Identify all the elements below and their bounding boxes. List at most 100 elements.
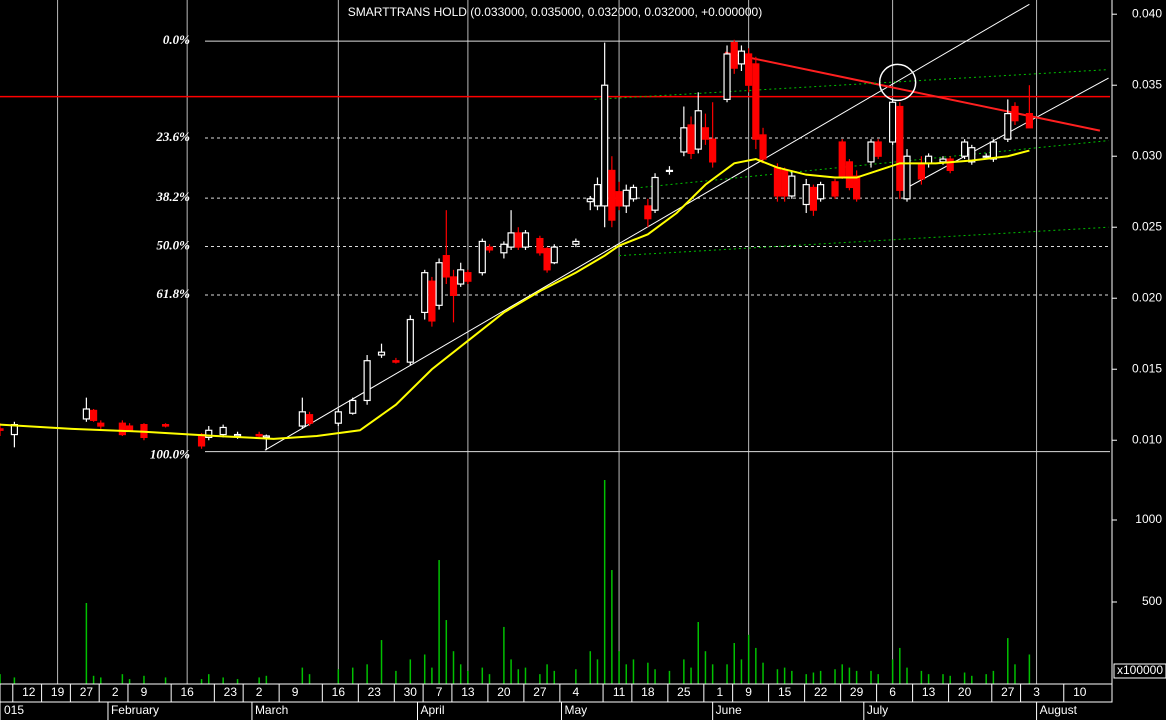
x-tick-label: 2 (256, 685, 263, 699)
candle-body (305, 414, 314, 424)
candle-body (550, 246, 558, 264)
candle-body (644, 205, 652, 220)
candle-body (428, 280, 436, 322)
candle-body (665, 169, 674, 173)
candle-body (867, 141, 875, 163)
candle-body (349, 399, 357, 414)
candle-body (730, 42, 738, 69)
candle-body (651, 176, 659, 211)
candle-body (917, 162, 926, 180)
candle-body (629, 186, 638, 200)
candle-body (521, 232, 530, 248)
candle-body (543, 247, 551, 271)
candle-body (687, 124, 695, 154)
x-tick-label: 23 (368, 685, 382, 699)
candle-body (817, 184, 825, 200)
x-tick-label: 2 (112, 685, 119, 699)
candle-body (960, 141, 969, 157)
candle-body (161, 424, 170, 427)
candle-body (1011, 105, 1019, 122)
candle-body (421, 272, 429, 314)
candle-body (118, 422, 126, 436)
candle-body (97, 422, 105, 427)
candle-body (809, 186, 818, 211)
x-tick-label: 16 (332, 685, 346, 699)
candle-body (298, 411, 306, 427)
candle-body (989, 141, 997, 160)
candle-body (572, 240, 580, 245)
x-tick-label: 11 (613, 685, 626, 699)
x-tick-label: 25 (677, 685, 691, 699)
y-tick-label: 0.040 (1132, 6, 1162, 20)
x-tick-label: 1 (717, 685, 724, 699)
candle-body (507, 232, 515, 248)
candle-body (1004, 113, 1012, 140)
candle-body (737, 50, 746, 65)
x-tick-label: 16 (180, 685, 194, 699)
candle-body (924, 155, 933, 164)
x-tick-label: 9 (292, 685, 299, 699)
candle-body (89, 409, 98, 421)
candle-body (262, 435, 270, 438)
x-tick-label: 22 (814, 685, 828, 699)
candle-body (449, 276, 458, 296)
candle-body (745, 53, 753, 86)
candle-body (946, 158, 954, 172)
candle-body (773, 166, 782, 197)
candle-body (0, 428, 4, 431)
candle-body (457, 269, 465, 285)
trend-line (640, 140, 1109, 188)
candle-body (896, 105, 904, 191)
x-tick-label: 12 (22, 685, 36, 699)
annotation-circle (878, 63, 917, 102)
month-label: April (421, 703, 445, 717)
month-label: May (564, 703, 587, 717)
x-tick-label: 20 (497, 685, 511, 699)
candle-body (982, 155, 990, 158)
x-tick-label: 19 (51, 685, 65, 699)
fib-label: 100.0% (150, 447, 190, 462)
candle-body (723, 53, 731, 101)
fib-label: 0.0% (163, 32, 190, 47)
x-tick-label: 13 (461, 685, 475, 699)
x-tick-label: 27 (1001, 685, 1015, 699)
candle-body (781, 169, 789, 197)
candle-body (464, 272, 472, 282)
candle-body (435, 262, 443, 306)
fib-label: 50.0% (156, 238, 190, 253)
candle-body (680, 127, 688, 153)
candle-body (205, 429, 213, 438)
fib-label: 61.8% (156, 286, 190, 301)
month-label: August (1040, 703, 1078, 717)
x-axis-band (0, 683, 1113, 703)
candle-body (831, 181, 839, 197)
month-label: 015 (4, 703, 24, 717)
trend-line (594, 69, 1109, 100)
month-label: February (111, 703, 159, 717)
x-tick-label: 30 (404, 685, 418, 699)
month-label: March (255, 703, 288, 717)
x-tick-label: 18 (641, 685, 655, 699)
candle-body (788, 175, 796, 197)
candle-body (233, 433, 242, 437)
candle-body (853, 175, 861, 200)
x-tick-label: 3 (1033, 685, 1040, 699)
y-tick-label: 0.015 (1132, 361, 1162, 375)
y-tick-label: 0.010 (1132, 432, 1162, 446)
candle-body (500, 243, 508, 254)
candle-body (197, 433, 206, 447)
month-label: July (867, 703, 888, 717)
candle-body (701, 127, 710, 140)
x-tick-label: 7 (436, 685, 443, 699)
x-tick-label: 10 (1073, 685, 1087, 699)
candle-body (694, 110, 702, 150)
x-tick-label: 27 (80, 685, 94, 699)
candle-body (903, 155, 911, 200)
candle-body (752, 63, 760, 140)
candle-body (608, 169, 616, 221)
x-tick-label: 9 (745, 685, 752, 699)
candle-body (838, 141, 846, 177)
candle-body (334, 411, 342, 424)
candle-body (889, 101, 897, 143)
